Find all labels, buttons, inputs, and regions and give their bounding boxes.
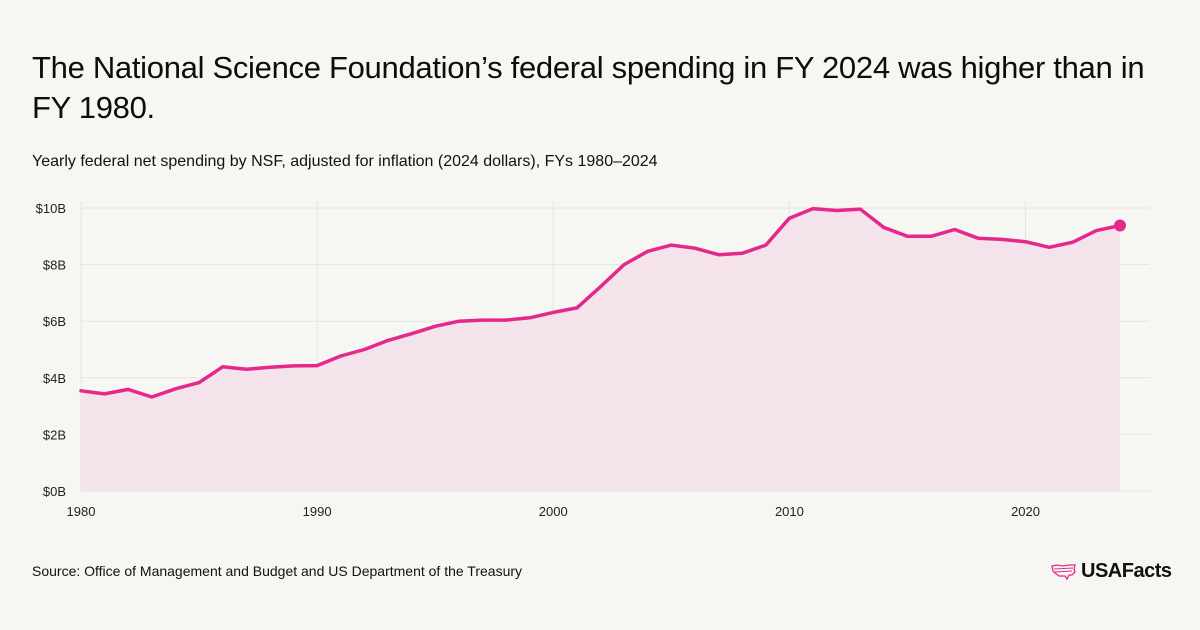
data-point (599, 285, 603, 289)
data-point (1094, 229, 1098, 233)
data-point (717, 253, 721, 257)
us-map-icon (1051, 563, 1076, 580)
data-point (575, 306, 579, 310)
data-point (740, 251, 744, 255)
data-point (787, 216, 791, 220)
x-tick-label: 2000 (539, 504, 568, 519)
data-point (480, 318, 484, 322)
data-point (669, 243, 673, 247)
y-tick-label: $10B (36, 201, 66, 216)
data-point (457, 319, 461, 323)
logo: USAFacts (1051, 560, 1172, 583)
points-layer (79, 207, 1126, 399)
data-point (410, 332, 414, 336)
x-tick-label: 2010 (775, 504, 804, 519)
x-tick-label: 1980 (67, 504, 96, 519)
data-point (173, 387, 177, 391)
data-point (528, 316, 532, 320)
data-point (882, 226, 886, 230)
y-tick-label: $6B (43, 314, 66, 329)
data-point (386, 338, 390, 342)
data-point (693, 246, 697, 250)
y-tick-label: $8B (43, 258, 66, 273)
data-point (79, 389, 83, 393)
data-point (1047, 245, 1051, 249)
data-point (433, 324, 437, 328)
y-tick-label: $0B (43, 484, 66, 499)
data-point (1000, 237, 1004, 241)
y-tick-label: $4B (43, 371, 66, 386)
data-point (953, 228, 957, 232)
data-point (976, 236, 980, 240)
x-tick-label: 2020 (1011, 504, 1040, 519)
series-line (79, 206, 1122, 399)
data-point (362, 348, 366, 352)
data-point (504, 318, 508, 322)
labels-layer: $0B $2B $4B $6B $8B $10B 1980 1990 2000 2010 2020 (36, 201, 1040, 519)
chart-subtitle: Yearly federal net spending by NSF, adju… (32, 153, 658, 170)
data-point (197, 381, 201, 385)
logo-text: USAFacts (1081, 560, 1172, 582)
data-point (551, 310, 555, 314)
data-point (1024, 240, 1028, 244)
data-point (905, 234, 909, 238)
data-point (811, 207, 815, 211)
data-point (268, 365, 272, 369)
data-point (764, 243, 768, 247)
data-point (1071, 240, 1075, 244)
data-point (292, 364, 296, 368)
data-point (126, 387, 130, 391)
data-point (835, 209, 839, 213)
y-tick-label: $2B (43, 427, 66, 442)
last-point-marker (1114, 219, 1126, 232)
data-point (339, 354, 343, 358)
data-point (646, 249, 650, 253)
data-point (315, 364, 319, 368)
data-point (858, 207, 862, 211)
data-point (244, 367, 248, 371)
chart-title: The National Science Foundation’s federa… (32, 50, 1145, 125)
x-tick-label: 1990 (303, 504, 332, 519)
area-fill (81, 208, 1120, 491)
data-point (221, 365, 225, 369)
data-point (103, 392, 107, 396)
data-point (622, 263, 626, 267)
data-point (150, 395, 154, 399)
data-point (929, 234, 933, 238)
source-note: Source: Office of Management and Budget … (32, 563, 523, 579)
